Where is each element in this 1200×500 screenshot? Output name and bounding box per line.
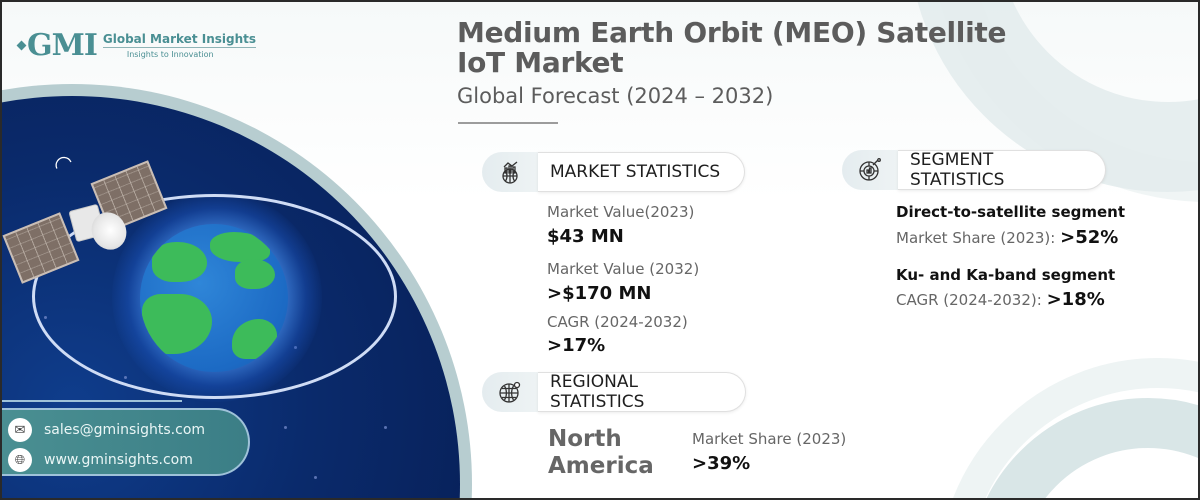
page-title: Medium Earth Orbit (MEO) Satellite IoT M…: [457, 16, 1007, 79]
satellite: [2, 160, 168, 284]
title-divider: [458, 122, 558, 124]
market-value-2023: $43 MN: [547, 226, 624, 247]
solar-panel-left: [2, 212, 80, 284]
regional-metric-label: Market Share (2023): [692, 430, 847, 448]
chart-globe-icon: [482, 152, 538, 192]
regional-statistics-header: REGIONAL STATISTICS: [482, 372, 746, 412]
segment-metric-value: >52%: [1060, 227, 1119, 248]
cagr-value: >17%: [547, 335, 606, 356]
market-statistics-title: MARKET STATISTICS: [538, 152, 745, 192]
segment-metric-value: >18%: [1046, 289, 1105, 310]
globe-icon: 🌐︎: [8, 448, 32, 472]
region-name: North America: [548, 426, 654, 480]
regional-metric-value: >39%: [692, 453, 751, 474]
contact-website-row[interactable]: 🌐︎ www.gminsights.com: [8, 448, 193, 472]
market-value-2023-label: Market Value(2023): [547, 203, 695, 221]
cagr-label: CAGR (2024-2032): [547, 313, 688, 331]
segment-statistics-header: SEGMENT STATISTICS: [842, 150, 1106, 190]
page-subtitle: Global Forecast (2024 – 2032): [457, 84, 774, 108]
pie-target-icon: [842, 150, 898, 190]
globe-pin-icon: [482, 372, 538, 412]
segment-direct-to-satellite-stat: Market Share (2023): >52%: [896, 227, 1118, 248]
segment-ku-ka-band-stat: CAGR (2024-2032): >18%: [896, 289, 1105, 310]
contact-email-row[interactable]: ✉ sales@gminsights.com: [8, 418, 205, 442]
logo-diamond-icon: [16, 40, 27, 51]
market-value-2032: >$170 MN: [547, 283, 652, 304]
envelope-icon: ✉: [8, 418, 32, 442]
logo-name: Global Market Insights: [102, 32, 257, 48]
market-statistics-header: MARKET STATISTICS: [482, 152, 745, 192]
region-name-line2: America: [548, 453, 654, 479]
region-name-line1: North: [548, 426, 622, 452]
segment-ku-ka-band: Ku- and Ka-band segment: [896, 266, 1116, 284]
logo-tagline: Insights to Innovation: [126, 50, 214, 59]
contact-website[interactable]: www.gminsights.com: [44, 452, 193, 468]
segment-statistics-title: SEGMENT STATISTICS: [898, 150, 1106, 190]
market-value-2032-label: Market Value (2032): [547, 260, 700, 278]
orbit-ring: [32, 194, 397, 399]
segment-metric-label: Market Share (2023):: [896, 229, 1056, 247]
regional-statistics-title: REGIONAL STATISTICS: [538, 372, 746, 412]
contact-divider: [2, 400, 182, 402]
segment-direct-to-satellite: Direct-to-satellite segment: [896, 203, 1126, 221]
segment-metric-label: CAGR (2024-2032):: [896, 291, 1042, 309]
contact-box: ✉ sales@gminsights.com 🌐︎ www.gminsights…: [2, 408, 250, 476]
gmi-logo: GMI Global Market Insights Insights to I…: [16, 28, 257, 63]
logo-mark: GMI: [27, 28, 98, 63]
contact-email[interactable]: sales@gminsights.com: [44, 422, 206, 438]
